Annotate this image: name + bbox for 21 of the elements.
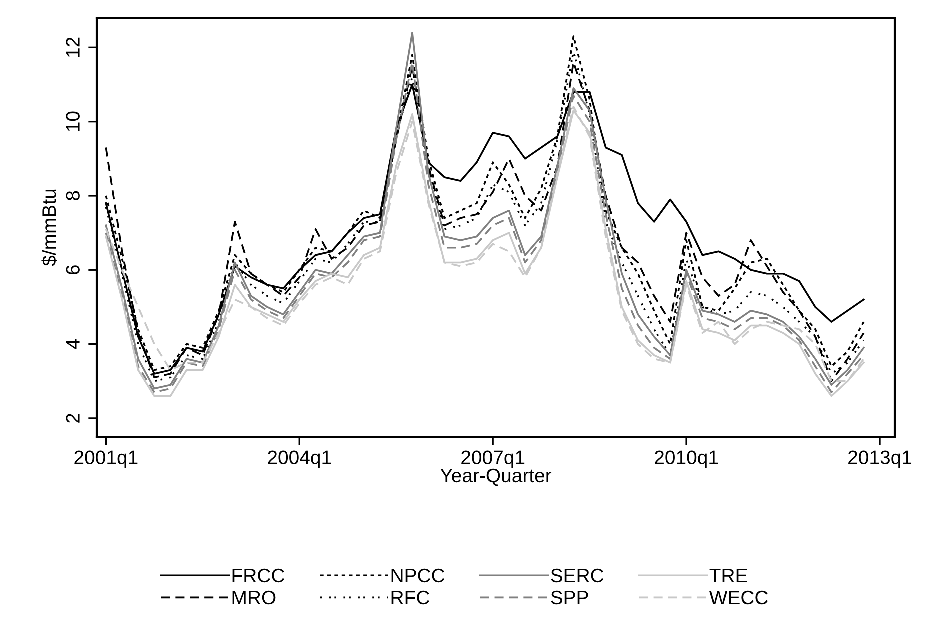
x-tick-label: 2001q1 <box>74 450 138 468</box>
y-tick-label: 10 <box>66 112 80 132</box>
legend-label: NPCC <box>392 568 445 583</box>
x-axis-title: Year-Quarter <box>440 468 552 486</box>
x-tick-label: 2007q1 <box>462 450 525 468</box>
legend-label: RFC <box>392 590 430 605</box>
y-tick-label: 12 <box>66 38 80 57</box>
legend-label: WECC <box>709 590 768 605</box>
legend-label: FRCC <box>232 568 284 583</box>
legend-label: TRE <box>710 569 748 582</box>
y-tick-label: 6 <box>66 266 80 275</box>
y-axis-title: $/mmBtu <box>42 190 58 266</box>
y-tick-label: 2 <box>66 414 80 423</box>
x-tick-label: 2004q1 <box>268 450 332 468</box>
y-tick-label: 8 <box>66 191 80 201</box>
legend-label: MRO <box>232 590 276 605</box>
legend-label: SPP <box>551 590 588 605</box>
x-tick-label: 2013q1 <box>848 450 912 468</box>
x-tick-label: 2010q1 <box>655 450 718 468</box>
y-tick-label: 4 <box>66 339 80 350</box>
legend-label: SERC <box>551 568 604 583</box>
